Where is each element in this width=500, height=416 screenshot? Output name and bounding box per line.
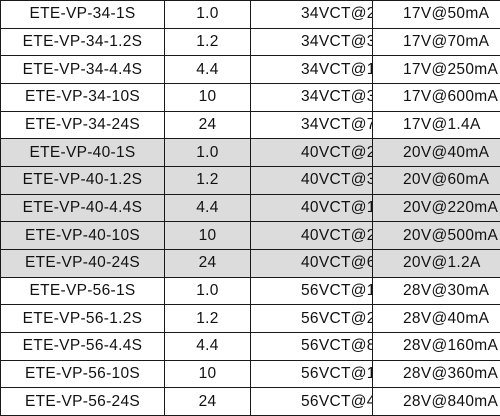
series-rating-cell: 34VCT@300mA: [250, 82, 373, 112]
model-cell: ETE-VP-56-1.2S: [0, 304, 165, 333]
va-cell: 24: [164, 387, 251, 416]
table-row: ETE-VP-40-4.4S 4.4 40VCT@110mA 20V@220mA: [0, 193, 500, 223]
va-cell: 10: [164, 359, 251, 389]
series-rating-cell: 56VCT@15mA: [250, 276, 373, 306]
table-row: ETE-VP-56-4.4S 4.4 56VCT@80mA 28V@160mA: [0, 331, 500, 361]
model-cell: ETE-VP-40-1.2S: [0, 165, 165, 195]
model-cell: ETE-VP-40-1S: [0, 138, 165, 167]
model-cell: ETE-VP-34-1.2S: [0, 27, 165, 57]
parallel-rating-cell: 20V@1.2A: [372, 248, 500, 278]
table-row: ETE-VP-40-1.2S 1.2 40VCT@30mA 20V@60mA: [0, 165, 500, 195]
va-cell: 4.4: [164, 193, 251, 223]
model-cell: ETE-VP-56-4.4S: [0, 331, 165, 361]
parallel-rating-cell: 28V@840mA: [372, 387, 500, 416]
va-cell: 10: [164, 221, 251, 250]
parallel-rating-cell: 28V@360mA: [372, 359, 500, 389]
parallel-rating-cell: 20V@60mA: [372, 165, 500, 195]
table-row: ETE-VP-34-10S 10 34VCT@300mA 17V@600mA: [0, 82, 500, 112]
parallel-rating-cell: 17V@600mA: [372, 82, 500, 112]
table-row: ETE-VP-56-1S 1.0 56VCT@15mA 28V@30mA: [0, 276, 500, 306]
series-rating-cell: 34VCT@700mA: [250, 110, 373, 140]
table-row: ETE-VP-34-1.2S 1.2 34VCT@35mA 17V@70mA: [0, 27, 500, 57]
model-cell: ETE-VP-56-10S: [0, 359, 165, 389]
va-cell: 1.0: [164, 0, 251, 29]
parallel-rating-cell: 17V@50mA: [372, 0, 500, 29]
model-cell: ETE-VP-34-1S: [0, 0, 165, 29]
series-rating-cell: 34VCT@35mA: [250, 27, 373, 57]
model-cell: ETE-VP-40-10S: [0, 221, 165, 250]
series-rating-cell: 40VCT@20mA: [250, 138, 373, 167]
table-row: ETE-VP-56-1.2S 1.2 56VCT@20mA 28V@40mA: [0, 304, 500, 333]
model-cell: ETE-VP-40-24S: [0, 248, 165, 278]
parallel-rating-cell: 28V@40mA: [372, 304, 500, 333]
va-cell: 4.4: [164, 331, 251, 361]
model-cell: ETE-VP-56-1S: [0, 276, 165, 306]
va-cell: 1.2: [164, 165, 251, 195]
model-cell: ETE-VP-34-4.4S: [0, 55, 165, 84]
table-row: ETE-VP-56-10S 10 56VCT@180mA 28V@360mA: [0, 359, 500, 389]
series-rating-cell: 40VCT@250mA: [250, 221, 373, 250]
series-rating-cell: 56VCT@80mA: [250, 331, 373, 361]
table-row: ETE-VP-40-24S 24 40VCT@600mA 20V@1.2A: [0, 248, 500, 278]
parallel-rating-cell: 17V@70mA: [372, 27, 500, 57]
series-rating-cell: 40VCT@600mA: [250, 248, 373, 278]
series-rating-cell: 34VCT@25mA: [250, 0, 373, 29]
table-row: ETE-VP-34-4.4S 4.4 34VCT@125mA 17V@250mA: [0, 55, 500, 84]
table-row: ETE-VP-56-24S 24 56VCT@420mA 28V@840mA: [0, 387, 500, 416]
series-rating-cell: 40VCT@110mA: [250, 193, 373, 223]
parallel-rating-cell: 20V@500mA: [372, 221, 500, 250]
model-cell: ETE-VP-40-4.4S: [0, 193, 165, 223]
table-row: ETE-VP-40-1S 1.0 40VCT@20mA 20V@40mA: [0, 138, 500, 167]
series-rating-cell: 40VCT@30mA: [250, 165, 373, 195]
parallel-rating-cell: 20V@40mA: [372, 138, 500, 167]
table-row: ETE-VP-34-24S 24 34VCT@700mA 17V@1.4A: [0, 110, 500, 140]
model-cell: ETE-VP-34-24S: [0, 110, 165, 140]
parallel-rating-cell: 20V@220mA: [372, 193, 500, 223]
series-rating-cell: 56VCT@20mA: [250, 304, 373, 333]
parallel-rating-cell: 28V@30mA: [372, 276, 500, 306]
va-cell: 1.2: [164, 304, 251, 333]
parallel-rating-cell: 17V@1.4A: [372, 110, 500, 140]
parallel-rating-cell: 17V@250mA: [372, 55, 500, 84]
series-rating-cell: 56VCT@180mA: [250, 359, 373, 389]
model-cell: ETE-VP-56-24S: [0, 387, 165, 416]
va-cell: 24: [164, 248, 251, 278]
series-rating-cell: 34VCT@125mA: [250, 55, 373, 84]
table-row: ETE-VP-34-1S 1.0 34VCT@25mA 17V@50mA: [0, 0, 500, 29]
model-cell: ETE-VP-34-10S: [0, 82, 165, 112]
va-cell: 24: [164, 110, 251, 140]
series-rating-cell: 56VCT@420mA: [250, 387, 373, 416]
table-row: ETE-VP-40-10S 10 40VCT@250mA 20V@500mA: [0, 221, 500, 250]
va-cell: 4.4: [164, 55, 251, 84]
va-cell: 1.2: [164, 27, 251, 57]
va-cell: 10: [164, 82, 251, 112]
parallel-rating-cell: 28V@160mA: [372, 331, 500, 361]
va-cell: 1.0: [164, 138, 251, 167]
va-cell: 1.0: [164, 276, 251, 306]
